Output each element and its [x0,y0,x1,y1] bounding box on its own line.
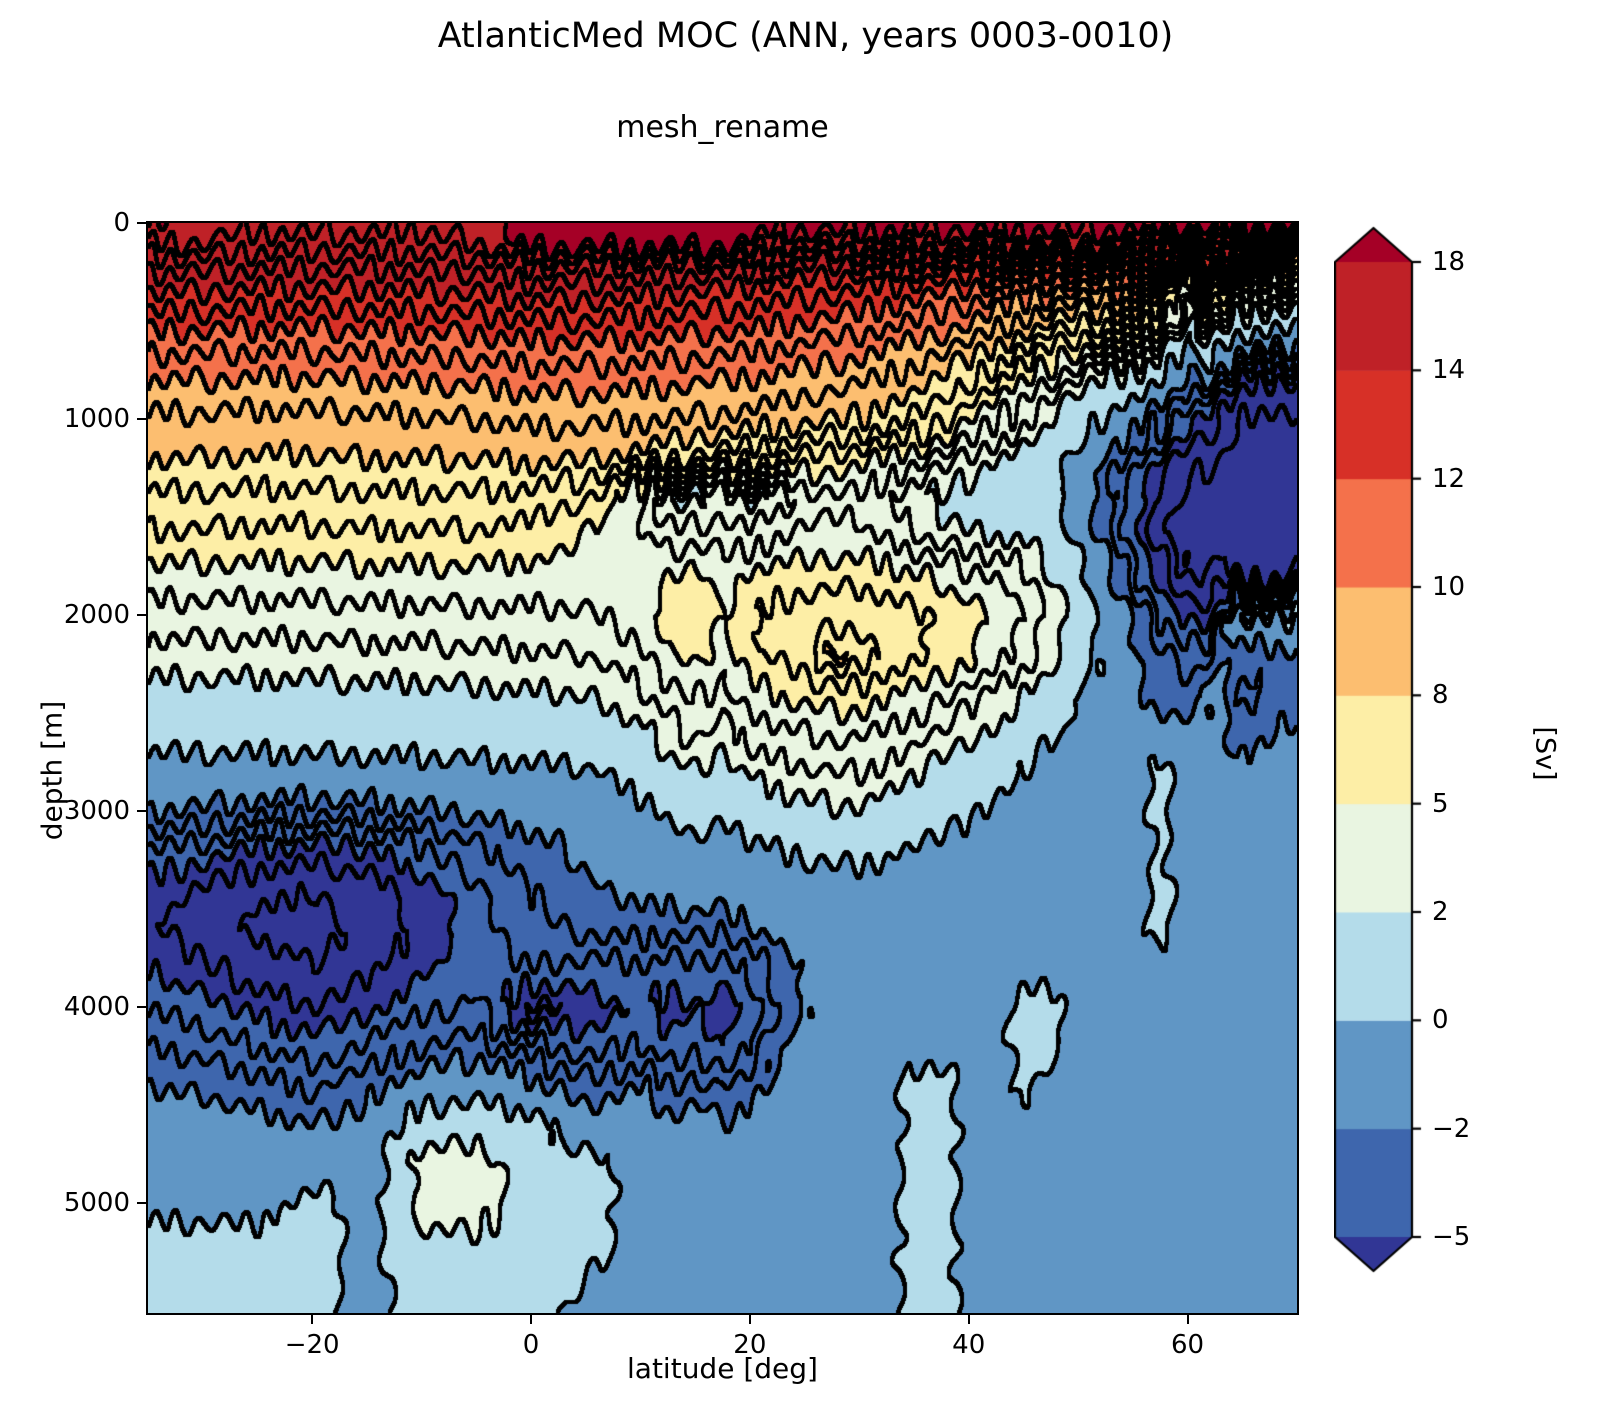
y-tick-mark [137,614,146,617]
y-tick-label: 4000 [63,992,130,1023]
x-tick-mark [311,1315,314,1324]
colorbar-tick-label: −5 [1432,1222,1471,1252]
x-tick-mark [748,1315,751,1324]
x-axis-label: latitude [deg] [627,1352,818,1385]
colorbar-tick-label: 8 [1432,680,1449,711]
colorbar-tick-label: 0 [1432,1005,1449,1036]
y-tick-mark [137,1202,146,1205]
x-tick-label: 40 [952,1330,986,1360]
y-tick-label: 3000 [63,796,130,827]
colorbar-tick-label: 12 [1432,463,1466,494]
y-tick-label: 5000 [63,1188,130,1219]
x-tick-mark [1186,1315,1189,1324]
y-tick-mark [137,810,146,813]
y-tick-label: 2000 [63,600,130,631]
y-tick-mark [137,222,146,224]
x-tick-label: 20 [733,1330,767,1360]
colorbar-tick-label: 10 [1432,572,1466,602]
y-axis-label: depth [m] [35,700,69,841]
colorbar [1334,224,1429,1276]
colorbar-label: [Sv] [1529,726,1561,781]
colorbar-tick-label: 2 [1432,897,1449,927]
x-tick-label: 0 [522,1330,540,1360]
y-tick-mark [137,1006,146,1009]
moc-contour-plot [146,221,1299,1315]
y-tick-mark [137,418,146,421]
x-tick-label: 60 [1171,1330,1205,1360]
colorbar-tick-label: −2 [1432,1113,1471,1144]
figure-title: AtlanticMed MOC (ANN, years 0003-0010) [437,16,1174,56]
x-tick-mark [530,1315,532,1324]
colorbar-tick-label: 14 [1432,355,1466,386]
y-tick-label: 0 [113,208,130,238]
x-tick-label: −20 [284,1330,340,1360]
colorbar-tick-label: 5 [1432,788,1449,819]
x-tick-mark [967,1315,970,1324]
y-tick-label: 1000 [63,404,130,435]
colorbar-tick-label: 18 [1432,247,1466,277]
axes-subtitle: mesh_rename [616,110,829,145]
